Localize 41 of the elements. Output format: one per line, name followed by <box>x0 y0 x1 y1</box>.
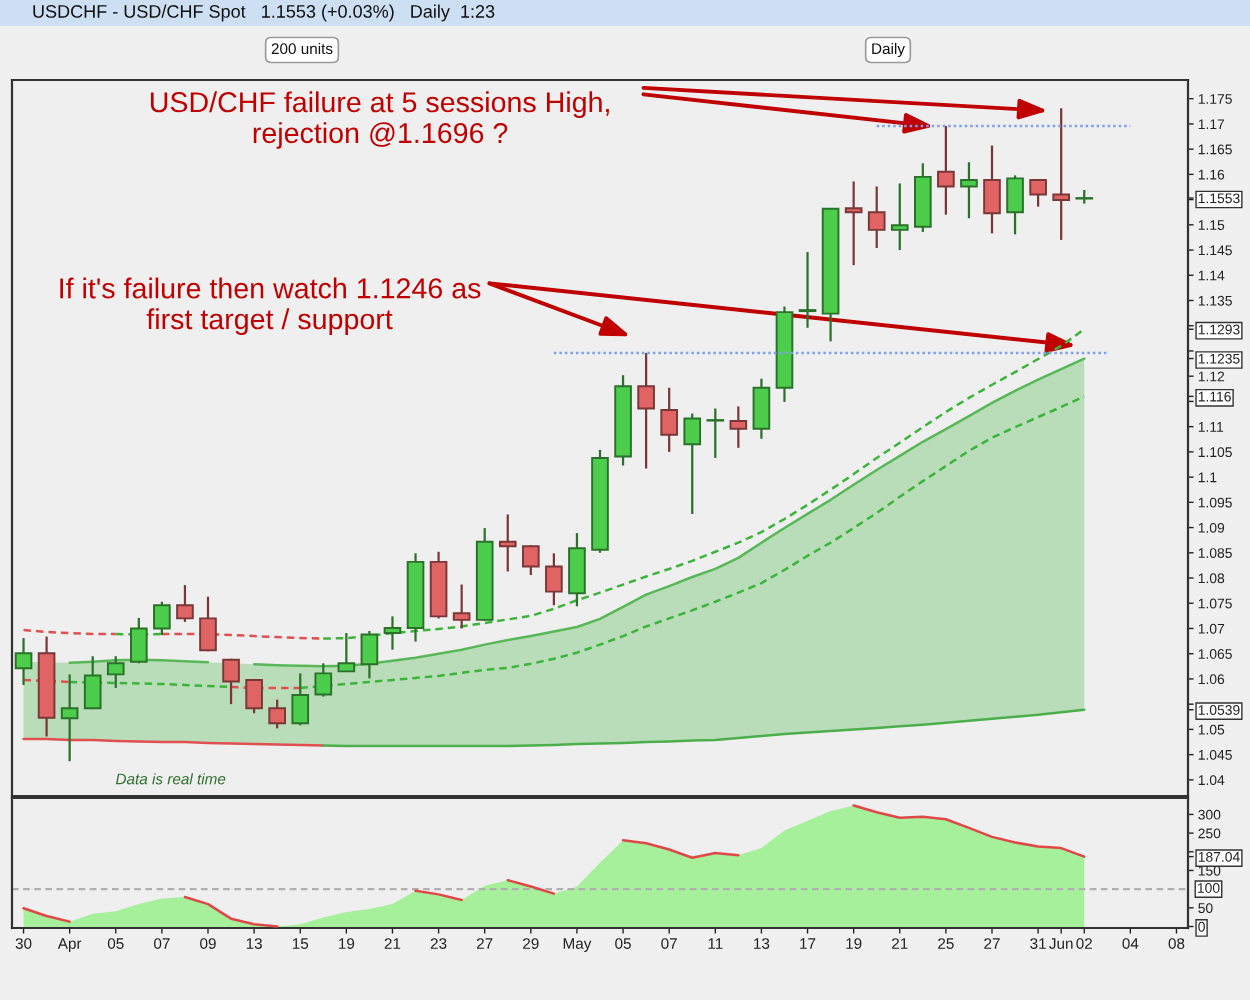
candlestick <box>291 672 310 727</box>
candlestick <box>706 407 725 460</box>
candlestick <box>199 595 217 653</box>
candlestick <box>522 544 540 577</box>
annotation: If it's failure then watch 1.1246 as first target / support <box>60 277 481 335</box>
candlestick <box>245 677 263 715</box>
candlestick <box>752 377 771 440</box>
candlestick <box>337 631 356 673</box>
candlestick <box>660 386 678 453</box>
candlestick <box>983 144 1001 235</box>
annotation: USD/CHF failure at 5 sessions High, rejection @1.1696 ? <box>150 91 609 149</box>
candlestick <box>383 615 402 651</box>
candlestick <box>153 600 171 637</box>
candlestick <box>360 629 379 680</box>
candlestick <box>130 616 148 665</box>
candlestick <box>890 182 909 252</box>
candlestick <box>637 351 655 470</box>
candlestick <box>498 513 517 573</box>
candlestick <box>452 583 471 630</box>
candlestick <box>683 412 702 516</box>
chart-title: USDCHF - USD/CHF Spot 1.1553 (+0.03%) Daily 1:23 <box>33 4 495 22</box>
candlestick <box>60 673 79 763</box>
candlestick <box>937 124 955 216</box>
candlestick <box>1006 174 1024 236</box>
candlestick <box>1029 178 1047 208</box>
line-series <box>322 708 1086 748</box>
candlestick <box>83 655 102 711</box>
candlestick <box>176 583 194 624</box>
candlestick <box>729 405 748 449</box>
candlestick <box>867 185 886 250</box>
candlestick <box>106 655 125 690</box>
candlestick <box>798 250 817 329</box>
candlestick <box>14 636 33 687</box>
candlestick <box>222 657 240 706</box>
candlestick <box>314 662 333 698</box>
candlestick <box>568 532 586 608</box>
candlestick <box>960 161 978 220</box>
candlestick <box>268 698 286 730</box>
candlestick <box>545 552 563 607</box>
candlestick <box>844 180 863 267</box>
candlestick <box>1052 107 1070 242</box>
